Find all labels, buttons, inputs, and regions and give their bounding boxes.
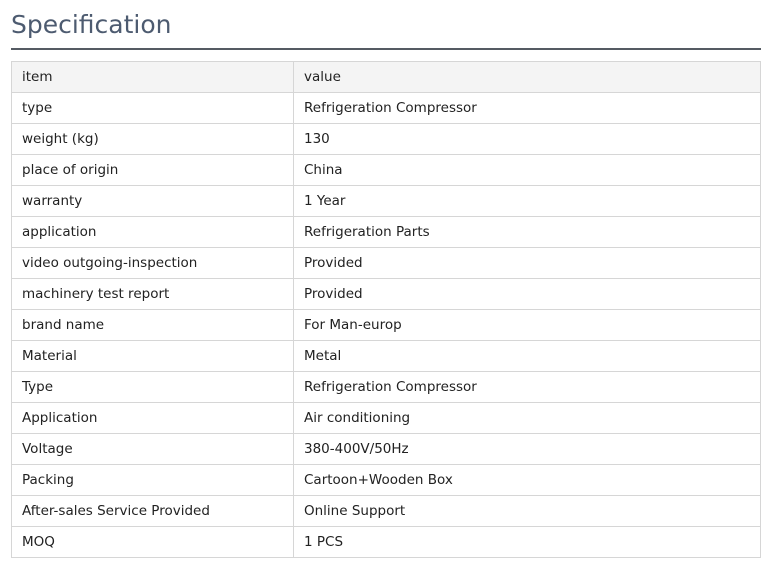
row-item: Type <box>11 371 294 403</box>
row-item: warranty <box>11 185 294 217</box>
row-item: video outgoing-inspection <box>11 247 294 279</box>
row-item: machinery test report <box>11 278 294 310</box>
spec-table: item value type Refrigeration Compressor w… <box>11 61 761 558</box>
row-value: 380-400V/50Hz <box>293 433 761 465</box>
row-item: Packing <box>11 464 294 496</box>
row-item: brand name <box>11 309 294 341</box>
table-row: warranty 1 Year <box>11 185 761 217</box>
row-item: Application <box>11 402 294 434</box>
table-row: type Refrigeration Compressor <box>11 92 761 124</box>
row-value: Air conditioning <box>293 402 761 434</box>
row-value: Refrigeration Compressor <box>293 92 761 124</box>
table-header-row: item value <box>11 61 761 93</box>
table-row: Packing Cartoon+Wooden Box <box>11 464 761 496</box>
row-value: 130 <box>293 123 761 155</box>
table-row: application Refrigeration Parts <box>11 216 761 248</box>
row-value: Cartoon+Wooden Box <box>293 464 761 496</box>
table-row: video outgoing-inspection Provided <box>11 247 761 279</box>
table-row: After-sales Service Provided Online Suppo… <box>11 495 761 527</box>
row-item: application <box>11 216 294 248</box>
title-divider <box>11 48 761 50</box>
row-value: Refrigeration Parts <box>293 216 761 248</box>
row-value: 1 Year <box>293 185 761 217</box>
row-value: China <box>293 154 761 186</box>
table-row: Application Air conditioning <box>11 402 761 434</box>
table-row: Type Refrigeration Compressor <box>11 371 761 403</box>
table-row: Voltage 380-400V/50Hz <box>11 433 761 465</box>
row-item: After-sales Service Provided <box>11 495 294 527</box>
table-row: machinery test report Provided <box>11 278 761 310</box>
row-item: place of origin <box>11 154 294 186</box>
page-title: Specification <box>11 10 172 39</box>
row-value: Online Support <box>293 495 761 527</box>
row-value: Provided <box>293 278 761 310</box>
row-item: MOQ <box>11 526 294 558</box>
table-row: weight (kg) 130 <box>11 123 761 155</box>
row-item: type <box>11 92 294 124</box>
header-value: value <box>293 61 761 93</box>
row-value: 1 PCS <box>293 526 761 558</box>
table-row: MOQ 1 PCS <box>11 526 761 558</box>
row-value: Provided <box>293 247 761 279</box>
row-item: Voltage <box>11 433 294 465</box>
table-row: brand name For Man-europ <box>11 309 761 341</box>
row-value: Refrigeration Compressor <box>293 371 761 403</box>
table-row: Material Metal <box>11 340 761 372</box>
row-value: For Man-europ <box>293 309 761 341</box>
table-row: place of origin China <box>11 154 761 186</box>
header-item: item <box>11 61 294 93</box>
row-value: Metal <box>293 340 761 372</box>
row-item: Material <box>11 340 294 372</box>
row-item: weight (kg) <box>11 123 294 155</box>
